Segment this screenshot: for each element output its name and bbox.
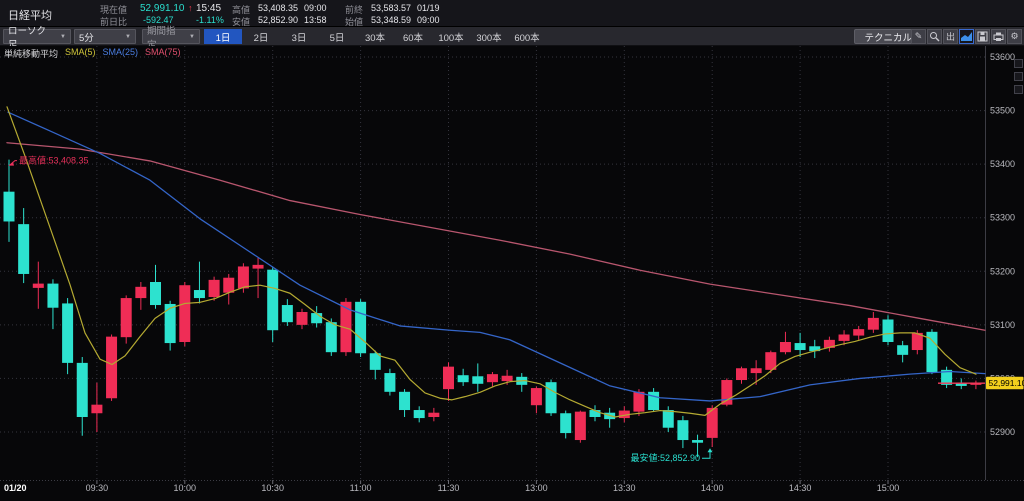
period-button-3日[interactable]: 3日 [280, 29, 318, 44]
axis-zoom-out-button[interactable] [1014, 72, 1023, 81]
period-button-2日[interactable]: 2日 [242, 29, 280, 44]
settings-icon[interactable]: ⚙ [1007, 29, 1022, 44]
svg-text:09:30: 09:30 [86, 483, 109, 493]
low-value: 52,852.90 [258, 15, 298, 25]
low-time: 13:58 [304, 15, 327, 25]
period-button-5日[interactable]: 5日 [318, 29, 356, 44]
svg-text:13:30: 13:30 [613, 483, 636, 493]
svg-text:53100: 53100 [990, 320, 1015, 330]
svg-text:10:00: 10:00 [174, 483, 197, 493]
axis-control-group [1014, 59, 1023, 94]
magnifier-icon[interactable] [927, 29, 942, 44]
prev-close-value: 53,583.57 [371, 3, 411, 13]
period-button-100本[interactable]: 100本 [432, 29, 470, 44]
svg-text:15:00: 15:00 [877, 483, 900, 493]
axis-reset-button[interactable] [1014, 85, 1023, 94]
last-price-badge: 52,991.10 [989, 378, 1024, 388]
svg-text:53600: 53600 [990, 52, 1015, 62]
period-button-30本[interactable]: 30本 [356, 29, 394, 44]
printer-icon[interactable] [991, 29, 1006, 44]
legend-title: 単純移動平均 [4, 47, 58, 60]
pencil-icon[interactable]: ✎ [911, 29, 926, 44]
page-title: 日経平均 [8, 7, 52, 23]
high-value: 53,408.35 [258, 3, 298, 13]
high-time: 09:00 [304, 3, 327, 13]
export-icon[interactable]: 出 [943, 29, 958, 44]
svg-text:11:00: 11:00 [350, 483, 372, 493]
legend-item-sma25: SMA(25) [103, 47, 139, 60]
candlestick-chart-area[interactable]: 単純移動平均 SMA(5) SMA(25) SMA(75) 01/20 09:30 10… [0, 46, 1024, 496]
period-button-1日[interactable]: 1日 [204, 29, 242, 44]
svg-text:13:00: 13:00 [525, 483, 548, 493]
svg-text:10:30: 10:30 [261, 483, 284, 493]
legend-item-sma5: SMA(5) [65, 47, 96, 60]
svg-text:11:30: 11:30 [438, 483, 460, 493]
svg-text:53400: 53400 [990, 159, 1015, 169]
svg-text:53200: 53200 [990, 266, 1015, 276]
chevron-down-icon: ▼ [189, 34, 195, 40]
current-price-time: 15:45 [196, 3, 221, 14]
chevron-down-icon: ▼ [60, 34, 66, 40]
svg-text:14:30: 14:30 [789, 483, 812, 493]
svg-text:53300: 53300 [990, 213, 1015, 223]
period-button-300本[interactable]: 300本 [470, 29, 508, 44]
svg-text:14:00: 14:00 [701, 483, 724, 493]
tick-up-arrow-icon: ↑ [188, 3, 193, 13]
prev-close-date: 01/19 [417, 3, 440, 13]
area-chart-icon[interactable] [959, 29, 974, 44]
svg-text:最安値:52,852.90: 最安値:52,852.90 [630, 452, 700, 463]
legend-item-sma75: SMA(75) [145, 47, 181, 60]
svg-text:53500: 53500 [990, 106, 1015, 116]
interval-dropdown[interactable]: 5分 ▼ [74, 29, 136, 44]
chevron-down-icon: ▼ [125, 34, 131, 40]
current-price-value: 52,991.10 [140, 3, 185, 14]
sma-legend: 単純移動平均 SMA(5) SMA(25) SMA(75) [4, 47, 181, 60]
period-button-60本[interactable]: 60本 [394, 29, 432, 44]
svg-text:最高値:53,408.35: 最高値:53,408.35 [19, 155, 89, 166]
svg-text:01/20: 01/20 [4, 483, 27, 493]
open-value: 53,348.59 [371, 15, 411, 25]
period-button-600本[interactable]: 600本 [508, 29, 546, 44]
range-dropdown[interactable]: 期間指定 ▼ [142, 29, 200, 44]
change-percent: -1.11% [196, 15, 224, 25]
open-time: 09:00 [417, 15, 440, 25]
chart-type-dropdown[interactable]: ローソク足 ▼ [3, 29, 71, 44]
toolbar-icon-group: ✎ 出 ⚙ [911, 29, 1022, 44]
price-chart-canvas[interactable]: 01/20 09:30 10:00 10:30 11:00 11:30 13:00 13:30… [0, 46, 1024, 496]
axis-zoom-in-button[interactable] [1014, 59, 1023, 68]
save-icon[interactable] [975, 29, 990, 44]
svg-text:52900: 52900 [990, 427, 1015, 437]
